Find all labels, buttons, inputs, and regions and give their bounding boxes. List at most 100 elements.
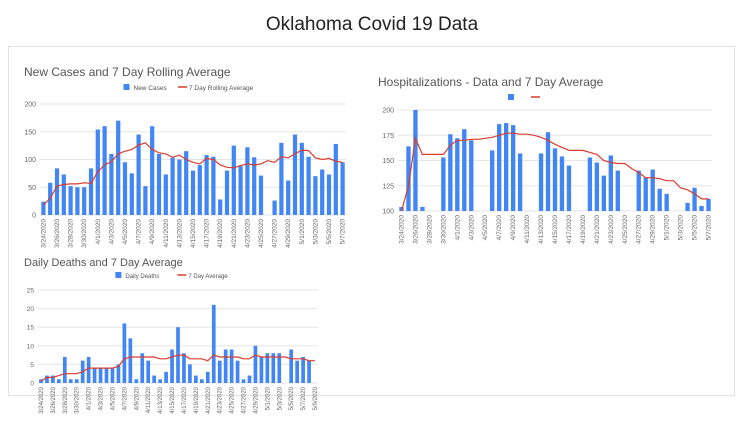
- x-tick-label: 3/26/2020: [54, 219, 61, 248]
- x-tick-label: 4/19/2020: [194, 386, 200, 413]
- x-tick-label: 3/26/2020: [51, 386, 57, 413]
- data-bar: [664, 193, 669, 211]
- data-bar: [259, 356, 264, 383]
- average-line: [42, 142, 343, 206]
- y-tick-label: 150: [382, 158, 394, 165]
- x-tick-label: 5/3/2020: [678, 215, 685, 241]
- data-bar: [170, 157, 175, 215]
- data-bar: [455, 138, 460, 211]
- legend-label: 7 Day Average: [188, 274, 228, 280]
- x-tick-label: 4/23/2020: [608, 215, 615, 244]
- y-tick-label: 175: [382, 133, 394, 140]
- x-tick-label: 5/5/2020: [289, 386, 295, 410]
- data-bar: [277, 353, 282, 383]
- y-tick-label: 5: [30, 362, 34, 369]
- x-tick-label: 4/11/2020: [163, 219, 170, 248]
- data-bar: [643, 177, 648, 211]
- data-bar: [129, 173, 134, 215]
- x-tick-label: 4/25/2020: [622, 215, 629, 244]
- x-tick-label: 3/24/2020: [39, 386, 45, 413]
- data-bar: [45, 375, 49, 383]
- y-tick-label: 0: [30, 381, 34, 388]
- data-bar: [289, 349, 294, 383]
- data-bar: [204, 155, 209, 215]
- page-title: Oklahoma Covid 19 Data: [265, 14, 479, 35]
- x-tick-label: 4/3/2020: [99, 386, 105, 410]
- legend-bar-swatch: [508, 94, 514, 100]
- data-bar: [313, 176, 318, 215]
- x-tick-label: 4/27/2020: [242, 386, 248, 413]
- legend-bar-swatch: [115, 272, 122, 278]
- x-tick-label: 4/7/2020: [136, 219, 143, 245]
- data-bar: [510, 125, 516, 211]
- data-bar: [104, 368, 109, 383]
- x-tick-label: 4/1/2020: [454, 215, 461, 241]
- data-bar: [279, 142, 284, 215]
- x-tick-label: 3/28/2020: [68, 219, 75, 248]
- data-bar: [306, 156, 311, 215]
- x-tick-label: 3/24/2020: [398, 215, 405, 244]
- data-bar: [170, 349, 174, 383]
- data-bar: [320, 169, 325, 215]
- x-tick-label: 5/7/2020: [340, 219, 347, 245]
- data-bar: [217, 360, 222, 383]
- data-bar: [75, 187, 80, 215]
- data-bar: [448, 134, 453, 211]
- x-tick-label: 4/13/2020: [158, 386, 164, 413]
- legend-label: 7 Day Rolling Average: [189, 85, 254, 92]
- x-tick-label: 5/5/2020: [692, 215, 699, 241]
- x-tick-label: 4/23/2020: [244, 219, 251, 248]
- x-tick-label: 4/5/2020: [482, 215, 489, 241]
- x-tick-label: 5/7/2020: [706, 215, 713, 241]
- data-bar: [601, 175, 607, 211]
- daily-deaths-chart: Daily Deaths and 7 Day Average Daily Deat…: [24, 257, 319, 414]
- data-bar: [92, 368, 97, 383]
- x-tick-label: 3/28/2020: [63, 386, 69, 413]
- x-tick-label: 4/9/2020: [134, 386, 140, 410]
- data-bar: [158, 379, 162, 383]
- data-bar: [272, 200, 277, 215]
- x-tick-label: 4/7/2020: [122, 386, 128, 410]
- x-tick-label: 4/17/2020: [182, 386, 188, 413]
- x-tick-label: 5/1/2020: [664, 215, 671, 241]
- data-bar: [559, 156, 565, 211]
- data-bar: [109, 153, 114, 215]
- data-bar: [265, 353, 270, 383]
- x-tick-label: 5/9/2020: [313, 386, 319, 410]
- data-bar: [102, 126, 107, 215]
- data-bar: [517, 153, 523, 211]
- data-bar: [134, 379, 139, 383]
- x-tick-label: 4/23/2020: [218, 386, 224, 413]
- y-tick-label: 15: [27, 325, 35, 332]
- average-line: [400, 132, 709, 212]
- data-bar: [699, 205, 704, 211]
- x-tick-label: 3/30/2020: [440, 215, 447, 244]
- data-bar: [184, 151, 189, 215]
- data-bar: [235, 360, 240, 383]
- hospitalizations-chart: Hospitalizations - Data and 7 Day Averag…: [378, 75, 713, 244]
- data-bar: [211, 156, 216, 215]
- data-bar: [469, 140, 474, 211]
- data-bar: [190, 170, 196, 215]
- x-tick-label: 4/15/2020: [170, 386, 176, 413]
- data-bar: [650, 169, 655, 211]
- data-bar: [122, 323, 127, 383]
- x-tick-label: 4/1/2020: [95, 219, 102, 245]
- data-bar: [164, 371, 168, 383]
- data-bar: [238, 166, 243, 215]
- data-bar: [292, 134, 298, 215]
- data-bar: [182, 353, 186, 383]
- data-bar: [685, 202, 690, 211]
- data-bar: [333, 143, 338, 215]
- data-bar: [692, 187, 697, 211]
- x-tick-label: 3/30/2020: [75, 386, 81, 413]
- data-bar: [128, 338, 133, 383]
- legend-label: New Cases: [134, 85, 168, 92]
- data-bar: [247, 375, 252, 383]
- data-bar: [152, 375, 157, 383]
- data-bar: [301, 356, 305, 383]
- data-bar: [54, 168, 60, 215]
- data-bar: [307, 360, 311, 383]
- x-tick-label: 3/24/2020: [40, 219, 47, 248]
- data-bar: [156, 153, 162, 215]
